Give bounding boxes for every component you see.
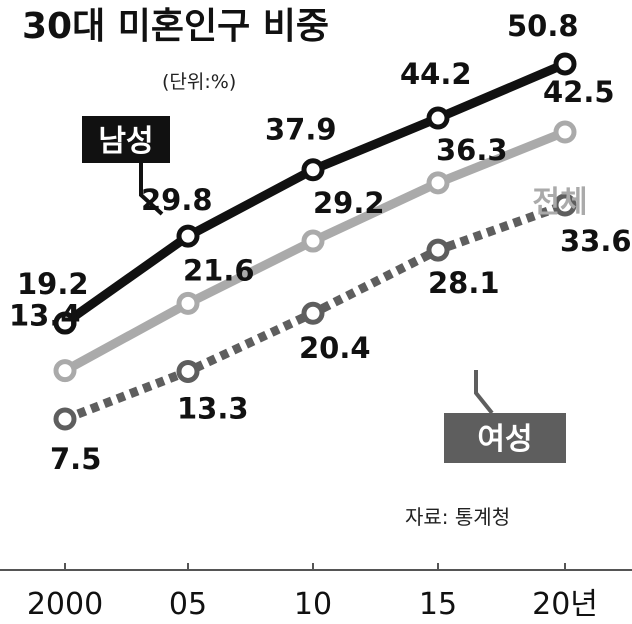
data-label-series-3-3: 28.1 (428, 266, 500, 300)
x-tick-label-2: 10 (294, 587, 332, 622)
data-label-series-2-1: 21.6 (183, 253, 255, 287)
data-point-series-2-3 (426, 171, 450, 195)
data-point-series-3-3 (426, 238, 450, 262)
legend-box-series-1 (82, 116, 170, 163)
data-label-series-3-0: 7.5 (50, 442, 101, 476)
legend-label-series-3: 여성 (477, 422, 532, 457)
x-tick-label-4: 20년 (532, 587, 598, 622)
legend-box-series-3 (444, 413, 566, 463)
data-point-series-1-1 (176, 224, 200, 248)
unit-label: (단위:%) (162, 71, 236, 93)
data-point-series-1-4 (553, 52, 577, 76)
data-label-series-2-3: 36.3 (436, 133, 508, 167)
data-label-series-1-2: 37.9 (265, 113, 337, 147)
data-label-series-1-1: 29.8 (141, 183, 213, 217)
x-tick-label-1: 05 (169, 587, 207, 622)
data-label-series-2-4: 42.5 (543, 75, 615, 109)
data-label-series-2-0: 13.4 (9, 299, 81, 333)
data-label-series-3-1: 13.3 (177, 391, 249, 425)
x-tick-label-3: 15 (419, 587, 457, 622)
legend-label-series-2: 전체 (532, 185, 587, 220)
data-label-series-3-4: 33.6 (560, 224, 632, 258)
data-point-series-3-1 (176, 359, 200, 383)
data-point-series-2-0 (53, 359, 77, 383)
data-point-series-1-0 (53, 311, 77, 335)
data-point-series-2-2 (301, 229, 325, 253)
legend-pointer-series-1 (139, 162, 164, 216)
value-label-layer: 19.2 29.8 37.9 44.2 50.8 13.4 21.6 29.2 36.3 42.5… (9, 9, 632, 476)
data-point-series-3-0 (53, 407, 77, 431)
data-point-series-1-3 (426, 106, 450, 130)
data-label-series-2-2: 29.2 (313, 186, 385, 220)
x-tick-label-0: 2000 (27, 587, 103, 622)
source-label: 자료: 통계청 (405, 505, 510, 529)
chart-title: 30대 미혼인구 비중 (22, 6, 329, 47)
data-label-series-1-3: 44.2 (400, 57, 472, 91)
data-point-series-2-1 (176, 291, 200, 315)
data-point-series-3-4 (553, 193, 577, 217)
legend-label-series-1: 남성 (98, 124, 153, 159)
data-point-series-1-2 (301, 158, 325, 182)
data-label-series-3-2: 20.4 (299, 331, 371, 365)
legend-pointer-series-3 (474, 370, 494, 415)
data-label-series-1-4: 50.8 (507, 9, 579, 43)
data-point-series-3-2 (301, 301, 325, 325)
x-tick-layer: 2000 05 10 15 20년 (27, 563, 598, 622)
data-label-series-1-0: 19.2 (17, 267, 89, 301)
series-layer (53, 52, 577, 431)
data-point-series-2-4 (553, 120, 577, 144)
